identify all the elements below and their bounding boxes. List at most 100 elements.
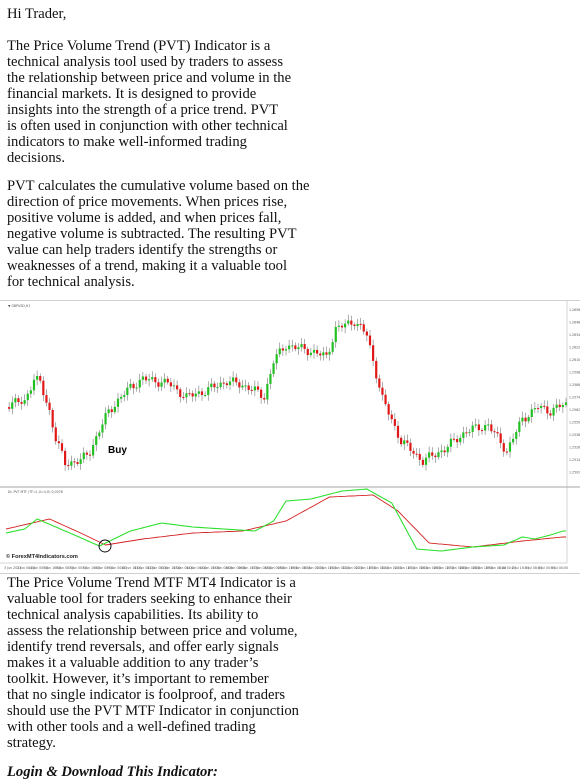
text-line: PVT calculates the cumulative volume bas… bbox=[7, 178, 310, 194]
time-tick-label: 23 Jun 08:00 bbox=[369, 566, 389, 570]
bear-candle bbox=[247, 385, 250, 390]
bear-candle bbox=[443, 450, 446, 453]
time-tick-label: 22 Jun 00:00 bbox=[343, 566, 363, 570]
bear-candle bbox=[200, 391, 204, 395]
time-tick-label: 29 Jun 08:00 bbox=[486, 566, 506, 570]
bear-candle bbox=[418, 453, 421, 460]
text-line: insights into the strength of a price tr… bbox=[7, 102, 279, 119]
price-tick-label: 1.2550 bbox=[569, 421, 580, 425]
text-line: the relationship between price and volum… bbox=[7, 70, 292, 87]
chart-header-label: ▼ GBPUSD,H1 bbox=[8, 304, 30, 308]
bear-candle bbox=[319, 353, 322, 356]
bull-candle bbox=[322, 352, 325, 356]
bear-candle bbox=[260, 389, 263, 398]
bear-candle bbox=[169, 382, 172, 387]
bear-candle bbox=[543, 405, 546, 407]
price-tick-label: 1.2622 bbox=[569, 346, 580, 350]
bull-candle bbox=[512, 438, 515, 443]
candlestick-series bbox=[8, 314, 568, 471]
time-tick-label: 3 Jun 2023 bbox=[4, 566, 21, 570]
bull-candle bbox=[160, 382, 163, 387]
bull-candle bbox=[135, 387, 138, 389]
price-tick-label: 1.2610 bbox=[569, 358, 580, 362]
bear-candle bbox=[281, 348, 284, 351]
price-axis-labels: 1.2658 1.2646 1.2634 1.2622 1.2610 1.2598 1.25… bbox=[569, 308, 580, 475]
bear-candle bbox=[225, 383, 228, 386]
bear-candle bbox=[144, 376, 148, 381]
bear-candle bbox=[400, 437, 403, 445]
bear-candle bbox=[235, 377, 238, 383]
bear-candle bbox=[85, 452, 88, 455]
text-line: indicators to make well-informed trading bbox=[7, 134, 247, 151]
bull-candle bbox=[561, 405, 564, 408]
bull-candle bbox=[36, 376, 39, 380]
text-line: The Price Volume Trend MTF MT4 Indicator… bbox=[7, 575, 296, 591]
bear-candle bbox=[39, 376, 42, 381]
bull-candle bbox=[462, 432, 465, 438]
bull-candle bbox=[428, 452, 431, 458]
bull-candle bbox=[172, 385, 176, 387]
bull-candle bbox=[518, 421, 521, 433]
time-tick-label: 14 Jun 00:00 bbox=[186, 566, 206, 570]
bull-candle bbox=[123, 395, 126, 397]
time-tick-label: 28 Jun 16:00 bbox=[473, 566, 493, 570]
bear-candle bbox=[42, 380, 45, 396]
bear-candle bbox=[387, 404, 390, 415]
bear-candle bbox=[378, 378, 381, 388]
bear-candle bbox=[406, 440, 409, 443]
bear-candle bbox=[396, 425, 400, 438]
time-tick-label: 12 Jun 00:00 bbox=[147, 566, 167, 570]
text-line: financial markets. It is designed to pro… bbox=[7, 86, 257, 103]
bear-candle bbox=[493, 431, 496, 433]
bull-candle bbox=[95, 436, 98, 445]
bull-candle bbox=[474, 424, 477, 426]
price-tick-label: 1.2538 bbox=[569, 433, 580, 437]
bull-candle bbox=[207, 387, 210, 395]
bear-candle bbox=[362, 324, 365, 332]
time-tick-label: 22 Jun 16:00 bbox=[356, 566, 376, 570]
time-tick-label: 7 Jun 00:00 bbox=[69, 566, 87, 570]
bear-candle bbox=[499, 433, 502, 444]
bull-candle bbox=[471, 425, 474, 432]
bull-candle bbox=[163, 378, 166, 383]
time-tick-label: 26 Jun 00:00 bbox=[421, 566, 441, 570]
time-tick-label: 20 Jun 00:00 bbox=[304, 566, 324, 570]
bear-candle bbox=[390, 414, 393, 420]
bull-candle bbox=[403, 440, 406, 445]
bear-candle bbox=[250, 389, 253, 391]
bear-candle bbox=[191, 393, 194, 397]
bear-candle bbox=[256, 386, 260, 390]
bull-candle bbox=[424, 457, 428, 465]
text-line: decisions. bbox=[7, 150, 65, 167]
bear-candle bbox=[154, 377, 157, 383]
time-tick-label: 18 Jun 16:00 bbox=[277, 566, 297, 570]
bear-candle bbox=[306, 348, 309, 356]
time-tick-label: 26 Jun 16:00 bbox=[434, 566, 454, 570]
bear-candle bbox=[350, 320, 353, 325]
bull-candle bbox=[337, 325, 340, 327]
login-download-heading[interactable]: Login & Download This Indicator: bbox=[7, 764, 218, 780]
time-tick-label: 16 Jun 00:00 bbox=[225, 566, 245, 570]
bear-candle bbox=[368, 335, 372, 346]
bear-candle bbox=[549, 413, 552, 416]
time-tick-label: 1 Jul 00:00 bbox=[499, 566, 516, 570]
bull-candle bbox=[552, 407, 555, 416]
price-tick-label: 1.2658 bbox=[569, 308, 580, 312]
text-line: valuable tool for traders seeking to enh… bbox=[7, 591, 292, 608]
bull-candle bbox=[269, 373, 272, 384]
bull-candle bbox=[210, 383, 213, 388]
bear-candle bbox=[502, 443, 505, 452]
time-tick-label: 24 Jun 00:00 bbox=[382, 566, 402, 570]
text-line: toolkit. However, it’s important to reme… bbox=[7, 671, 269, 688]
time-tick-label: 16 Jun 16:00 bbox=[238, 566, 258, 570]
bull-candle bbox=[253, 386, 256, 391]
bull-candle bbox=[527, 417, 530, 422]
time-tick-label: 2 Jul 16:00 bbox=[512, 566, 529, 570]
text-line: The Price Volume Trend (PVT) Indicator i… bbox=[7, 38, 271, 54]
bull-candle bbox=[107, 409, 110, 414]
bull-candle bbox=[79, 459, 82, 464]
bull-candle bbox=[449, 438, 452, 447]
bull-candle bbox=[26, 393, 29, 401]
text-line: that no single indicator is foolproof, a… bbox=[7, 687, 286, 704]
bear-candle bbox=[412, 450, 415, 454]
